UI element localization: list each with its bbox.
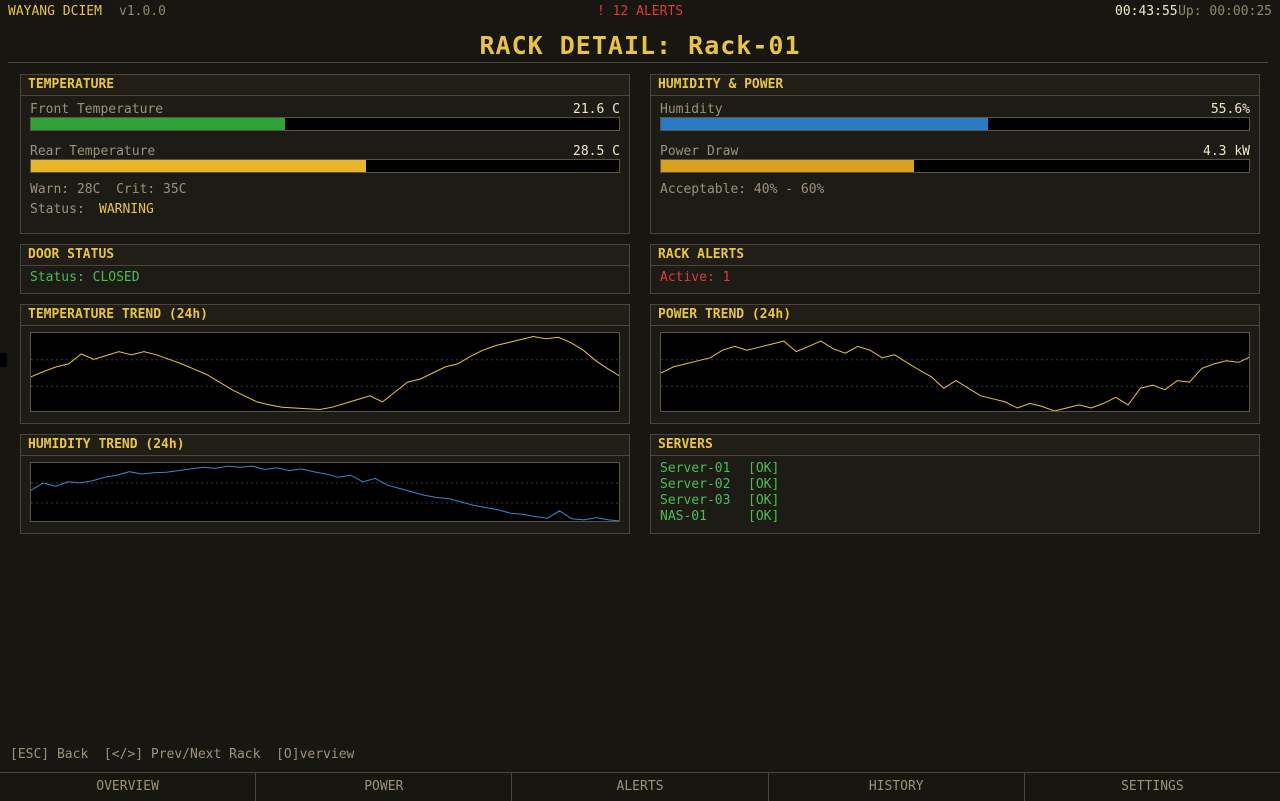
nav-overview[interactable]: OVERVIEW xyxy=(0,773,257,801)
clock: 00:43:55 xyxy=(1115,4,1179,19)
server-status: [OK] xyxy=(748,477,780,492)
temperature-trend-title: TEMPERATURE TREND (24h) xyxy=(21,305,629,326)
door-status-value: Status: CLOSED xyxy=(30,270,140,285)
rack-alerts-panel: RACK ALERTS Active: 1 xyxy=(650,244,1260,294)
power-draw-value: 4.3 kW xyxy=(1203,144,1250,159)
top-status-bar: WAYANG DCIEM v1.0.0 ! 12 ALERTS Up: 00:0… xyxy=(0,0,1280,22)
keyboard-help: [ESC] Back [</>] Prev/Next Rack [O]vervi… xyxy=(10,747,355,762)
humidity-trend-title: HUMIDITY TREND (24h) xyxy=(21,435,629,456)
humidity-trend-chart xyxy=(30,462,620,522)
server-name[interactable]: Server-01 xyxy=(660,461,731,476)
server-status: [OK] xyxy=(748,509,780,524)
humidity-acceptable-range: Acceptable: 40% - 60% xyxy=(660,182,825,197)
front-temperature-bar xyxy=(30,117,620,131)
power-trend-chart xyxy=(660,332,1250,412)
trend-line xyxy=(31,335,619,411)
humidity-fill xyxy=(661,118,988,130)
temperature-trend-panel: TEMPERATURE TREND (24h) xyxy=(20,304,630,424)
server-name[interactable]: Server-02 xyxy=(660,477,731,492)
front-temperature-fill xyxy=(31,118,286,130)
temperature-panel: TEMPERATURE Front Temperature 21.6 C Rea… xyxy=(20,74,630,234)
server-name[interactable]: Server-03 xyxy=(660,493,731,508)
alerts-indicator[interactable]: ! 12 ALERTS xyxy=(597,4,684,19)
temperature-trend-chart xyxy=(30,332,620,412)
power-trend-panel: POWER TREND (24h) xyxy=(650,304,1260,424)
app-name: WAYANG DCIEM xyxy=(8,4,102,19)
temperature-status-value: WARNING xyxy=(99,202,154,217)
nav-alerts[interactable]: ALERTS xyxy=(512,773,769,801)
power-trend-title: POWER TREND (24h) xyxy=(651,305,1259,326)
humidity-power-panel: HUMIDITY & POWER Humidity 55.6% Power Dr… xyxy=(650,74,1260,234)
server-name[interactable]: NAS-01 xyxy=(660,509,707,524)
power-draw-fill xyxy=(661,160,914,172)
temperature-status-label: Status: xyxy=(30,202,85,217)
power-draw-bar xyxy=(660,159,1250,173)
nav-power[interactable]: POWER xyxy=(256,773,513,801)
temperature-panel-title: TEMPERATURE xyxy=(21,75,629,96)
humidity-power-panel-title: HUMIDITY & POWER xyxy=(651,75,1259,96)
server-status: [OK] xyxy=(748,461,780,476)
rack-alerts-active[interactable]: Active: 1 xyxy=(660,270,731,285)
rear-temperature-fill xyxy=(31,160,367,172)
humidity-trend-panel: HUMIDITY TREND (24h) xyxy=(20,434,630,534)
page-title: RACK DETAIL: Rack-01 xyxy=(479,31,801,60)
humidity-bar xyxy=(660,117,1250,131)
scroll-marker xyxy=(0,353,7,367)
nav-history[interactable]: HISTORY xyxy=(769,773,1025,801)
rear-temperature-bar xyxy=(30,159,620,173)
trend-line xyxy=(31,465,619,521)
rear-temperature-value: 28.5 C xyxy=(573,144,620,159)
power-draw-label: Power Draw xyxy=(660,144,739,159)
uptime-readout: Up: 00:00:25 xyxy=(1178,4,1272,19)
door-status-panel: DOOR STATUS Status: CLOSED xyxy=(20,244,630,294)
trend-line xyxy=(661,340,1249,411)
humidity-label: Humidity xyxy=(660,102,723,117)
servers-panel: SERVERS Server-01 [OK] Server-02 [OK] Se… xyxy=(650,434,1260,534)
servers-panel-title: SERVERS xyxy=(651,435,1259,456)
front-temperature-value: 21.6 C xyxy=(573,102,620,117)
app-version: v1.0.0 xyxy=(119,4,166,19)
front-temperature-label: Front Temperature xyxy=(30,102,164,117)
server-status: [OK] xyxy=(748,493,780,508)
title-divider xyxy=(8,62,1268,63)
humidity-value: 55.6% xyxy=(1210,102,1250,117)
bottom-nav: OVERVIEW POWER ALERTS HISTORY SETTINGS xyxy=(0,772,1280,801)
rack-alerts-panel-title: RACK ALERTS xyxy=(651,245,1259,266)
rear-temperature-label: Rear Temperature xyxy=(30,144,156,159)
temperature-thresholds: Warn: 28C Crit: 35C xyxy=(30,182,187,197)
nav-settings[interactable]: SETTINGS xyxy=(1121,779,1184,794)
door-status-panel-title: DOOR STATUS xyxy=(21,245,629,266)
